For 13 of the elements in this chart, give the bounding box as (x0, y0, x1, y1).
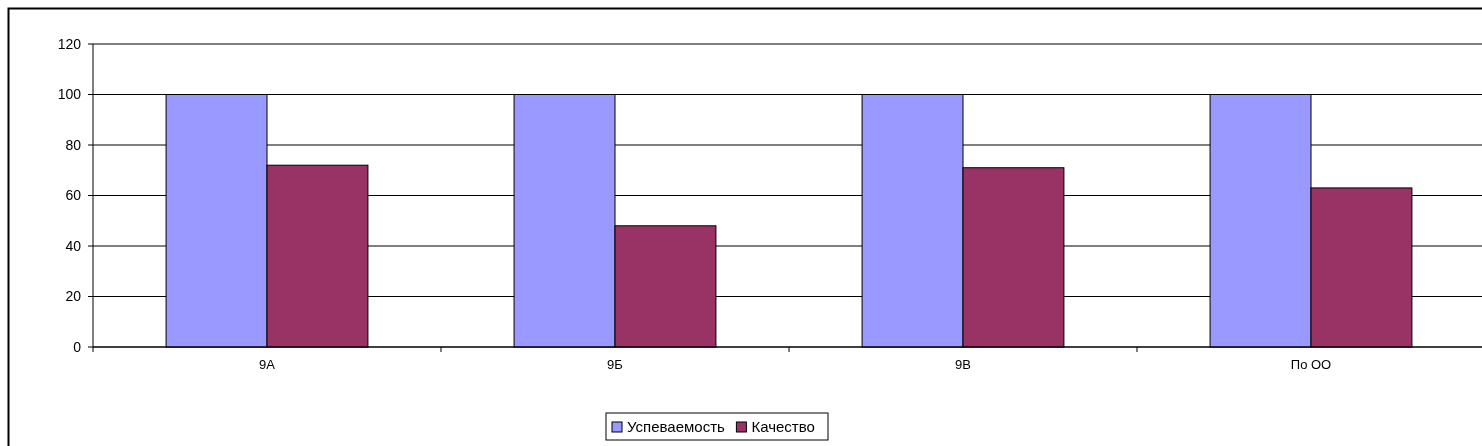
y-tick-label: 120 (57, 35, 82, 52)
y-tick-label: 80 (65, 136, 82, 153)
x-tick-label: 9А (259, 357, 276, 372)
legend-label: Успеваемость (627, 418, 725, 436)
legend-label: Качество (751, 418, 815, 436)
y-tick-label: 40 (65, 237, 82, 254)
y-tick-label: 100 (57, 86, 82, 103)
x-tick-label: По ОО (1290, 357, 1332, 372)
y-tick-label: 60 (65, 187, 82, 204)
y-tick-label: 20 (65, 288, 82, 305)
x-tick-label: 9В (955, 357, 971, 372)
y-tick-label: 0 (73, 338, 82, 355)
x-tick-label: 9Б (607, 357, 623, 372)
